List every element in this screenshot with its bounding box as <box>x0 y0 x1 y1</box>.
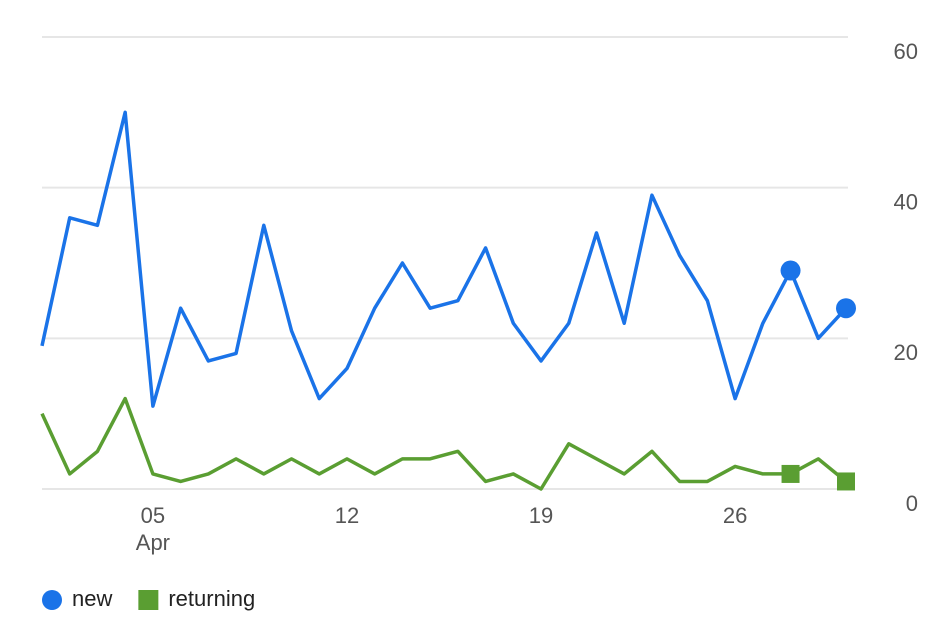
point-marker <box>836 298 856 319</box>
x-tick-label: 05 <box>141 503 165 528</box>
point-marker <box>780 260 801 281</box>
x-tick-label: 19 <box>529 503 553 528</box>
legend-label: returning <box>168 586 255 611</box>
point-marker <box>837 472 855 491</box>
point-marker <box>781 464 800 483</box>
legend-label: new <box>72 586 112 611</box>
y-tick-label: 0 <box>906 491 918 516</box>
x-month-label: Apr <box>136 530 170 555</box>
y-tick-label: 40 <box>894 189 918 214</box>
y-tick-label: 60 <box>894 39 918 64</box>
legend-marker <box>138 590 159 610</box>
series-line <box>40 110 848 408</box>
x-tick-label: 26 <box>723 503 747 528</box>
series-line <box>40 396 848 491</box>
x-tick-label: 12 <box>335 503 359 528</box>
y-tick-label: 20 <box>894 340 918 365</box>
legend-marker <box>42 590 62 610</box>
